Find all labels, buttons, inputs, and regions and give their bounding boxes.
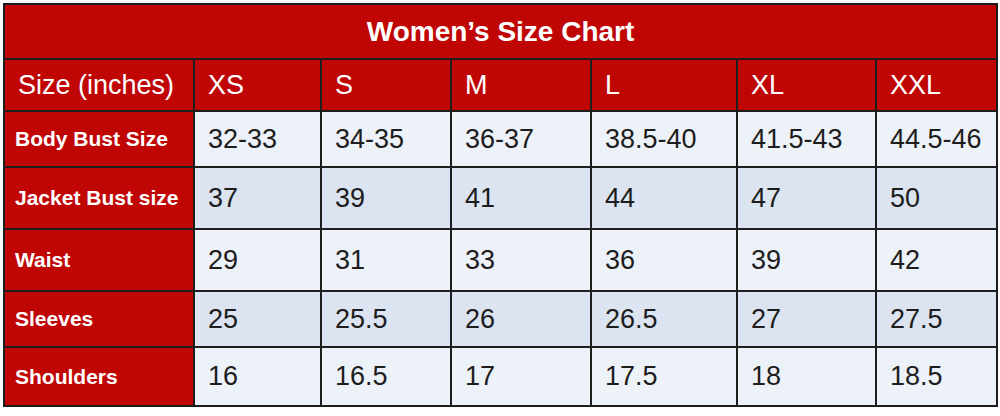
column-header-size-inches: Size (inches) [4, 59, 194, 111]
table-row-shoulders: Shoulders 16 16.5 17 17.5 18 18.5 [4, 347, 997, 406]
value-cell: 41.5-43 [737, 111, 876, 167]
value-cell: 32-33 [194, 111, 321, 167]
title-row: Women’s Size Chart [4, 4, 997, 59]
column-header-row: Size (inches) XS S M L XL XXL [4, 59, 997, 111]
value-cell: 16.5 [321, 347, 451, 406]
value-cell: 42 [876, 229, 997, 291]
column-header-l: L [591, 59, 737, 111]
table-row-sleeves: Sleeves 25 25.5 26 26.5 27 27.5 [4, 291, 997, 347]
value-cell: 44 [591, 167, 737, 229]
value-cell: 36-37 [451, 111, 591, 167]
column-header-xl: XL [737, 59, 876, 111]
womens-size-chart-table: Women’s Size Chart Size (inches) XS S M … [3, 3, 998, 407]
table-row-body-bust-size: Body Bust Size 32-33 34-35 36-37 38.5-40… [4, 111, 997, 167]
value-cell: 39 [737, 229, 876, 291]
value-cell: 26.5 [591, 291, 737, 347]
row-label-jacket-bust-size: Jacket Bust size [4, 167, 194, 229]
value-cell: 47 [737, 167, 876, 229]
value-cell: 38.5-40 [591, 111, 737, 167]
value-cell: 25.5 [321, 291, 451, 347]
value-cell: 41 [451, 167, 591, 229]
row-label-sleeves: Sleeves [4, 291, 194, 347]
column-header-xxl: XXL [876, 59, 997, 111]
table-row-waist: Waist 29 31 33 36 39 42 [4, 229, 997, 291]
value-cell: 44.5-46 [876, 111, 997, 167]
value-cell: 17.5 [591, 347, 737, 406]
value-cell: 27.5 [876, 291, 997, 347]
column-header-m: M [451, 59, 591, 111]
value-cell: 17 [451, 347, 591, 406]
value-cell: 16 [194, 347, 321, 406]
column-header-xs: XS [194, 59, 321, 111]
value-cell: 18 [737, 347, 876, 406]
value-cell: 31 [321, 229, 451, 291]
value-cell: 50 [876, 167, 997, 229]
size-chart-image: Women’s Size Chart Size (inches) XS S M … [0, 0, 1000, 416]
value-cell: 39 [321, 167, 451, 229]
value-cell: 36 [591, 229, 737, 291]
value-cell: 29 [194, 229, 321, 291]
chart-title: Women’s Size Chart [4, 4, 997, 59]
value-cell: 27 [737, 291, 876, 347]
value-cell: 25 [194, 291, 321, 347]
column-header-s: S [321, 59, 451, 111]
row-label-body-bust-size: Body Bust Size [4, 111, 194, 167]
value-cell: 33 [451, 229, 591, 291]
value-cell: 26 [451, 291, 591, 347]
value-cell: 37 [194, 167, 321, 229]
value-cell: 18.5 [876, 347, 997, 406]
value-cell: 34-35 [321, 111, 451, 167]
row-label-shoulders: Shoulders [4, 347, 194, 406]
row-label-waist: Waist [4, 229, 194, 291]
table-row-jacket-bust-size: Jacket Bust size 37 39 41 44 47 50 [4, 167, 997, 229]
